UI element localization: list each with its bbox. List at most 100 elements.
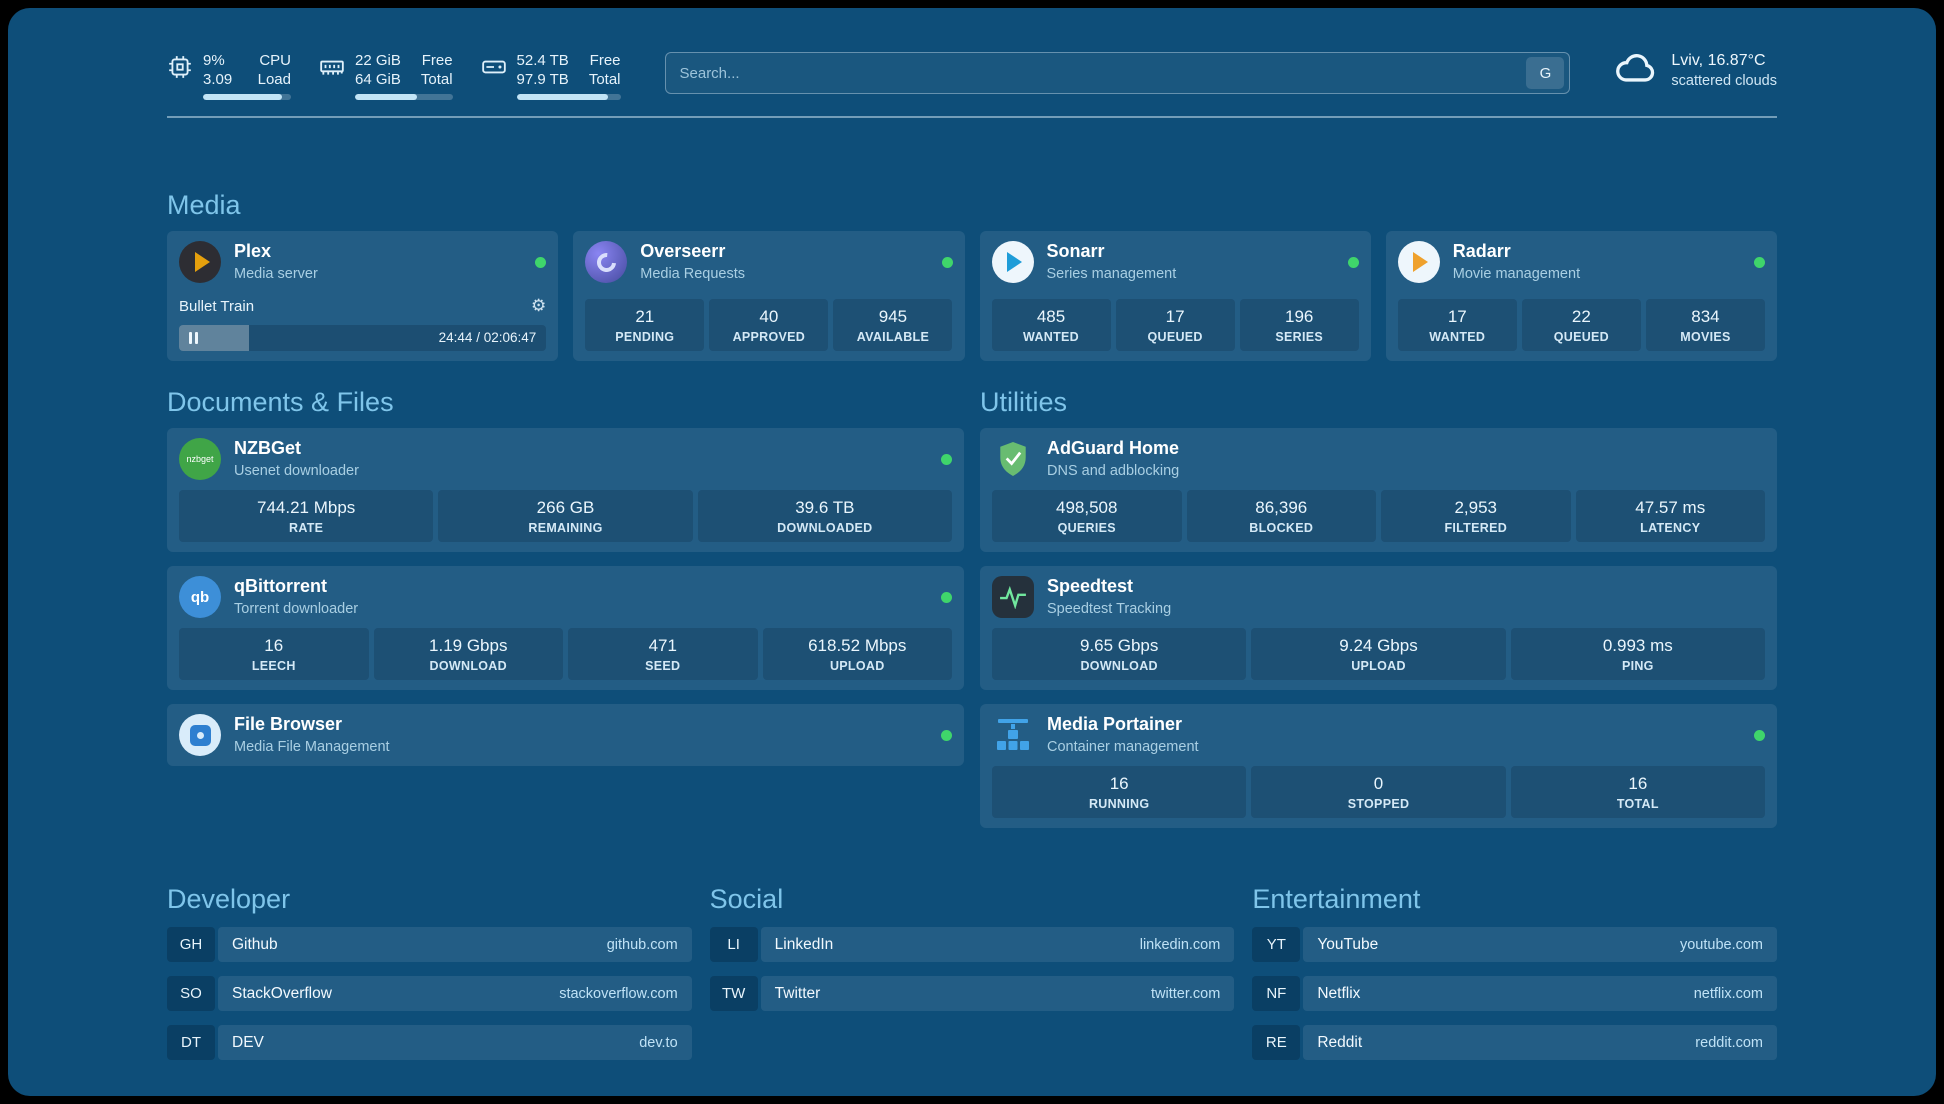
cpu-bar [203,94,291,100]
filebrowser-icon [179,714,221,756]
sonarr-icon [991,241,1034,283]
card-subtitle: Container management [1047,738,1199,755]
bookmark-url: reddit.com [1695,1034,1763,1051]
card-subtitle: Movie management [1452,265,1581,282]
card-qbittorrent[interactable]: qb qBittorrent Torrent downloader 16 LEEC… [167,566,964,690]
stat-upload: 9.24 Gbps UPLOAD [1251,628,1506,680]
card-subtitle: Media server [234,265,318,282]
bookmark-abbr: RE [1252,1025,1301,1060]
stat-ping: 0.993 ms PING [1510,628,1765,680]
bookmark-github[interactable]: GH Github github.com [167,927,692,962]
stat-queries: 498,508 QUERIES [992,490,1182,542]
bookmark-abbr: YT [1252,927,1301,962]
speedtest-icon [992,576,1034,618]
bookmark-name: Twitter [774,984,821,1002]
adguard-icon [992,438,1034,480]
stat-stopped: 0 STOPPED [1251,766,1506,818]
media-section: Media Plex Media server Bullet Train ⚙ [167,190,1777,361]
bookmark-abbr: NF [1252,976,1301,1011]
developer-section-title: Developer [167,884,291,914]
stat-rate: 744.21 Mbps RATE [179,490,434,542]
topbar-divider [167,116,1777,118]
cpu-bar-fill [203,94,283,100]
now-playing-title: Bullet Train [179,297,255,315]
bookmark-twitter[interactable]: TW Twitter twitter.com [709,976,1235,1011]
card-title: File Browser [234,714,343,734]
card-plex[interactable]: Plex Media server Bullet Train ⚙ 24:44 /… [167,231,559,361]
weather-location: Lviv, 16.87°C [1671,52,1766,69]
stat-downloaded: 39.6 TB DOWNLOADED [697,490,952,542]
bookmark-abbr: SO [167,976,215,1011]
social-bookmarks: Social LI LinkedIn linkedin.com TW Twitte… [709,884,1235,1060]
stat-download: 9.65 Gbps DOWNLOAD [992,628,1247,680]
bookmark-name: Github [232,935,278,953]
card-subtitle: Media File Management [234,738,390,755]
gear-icon[interactable]: ⚙ [531,296,547,315]
documents-section-title: Documents & Files [167,387,394,417]
card-speedtest[interactable]: Speedtest Speedtest Tracking 9.65 Gbps DO… [980,566,1777,690]
cloud-icon [1614,52,1658,89]
card-title: NZBGet [234,438,301,458]
pause-icon[interactable] [189,332,198,344]
stat-pending: 21 PENDING [585,299,705,351]
card-overseerr[interactable]: Overseerr Media Requests 21 PENDING 40 APP… [573,231,965,361]
card-radarr[interactable]: Radarr Movie management 17 WANTED 22 QUEUE… [1385,231,1777,361]
bookmark-url: dev.to [639,1034,678,1051]
stat-remaining: 266 GB REMAINING [438,490,693,542]
search-input[interactable] [679,64,1527,82]
stat-total: 16 TOTAL [1510,766,1765,818]
stat-approved: 40 APPROVED [709,299,829,351]
bookmark-youtube[interactable]: YT YouTube youtube.com [1252,927,1777,962]
ram-metric: 22 GiB Free 64 GiB Total [319,51,453,100]
bookmark-name: Netflix [1317,984,1361,1002]
card-subtitle: Series management [1046,265,1177,282]
stat-running: 16 RUNNING [992,766,1247,818]
entertainment-bookmarks: Entertainment YT YouTube youtube.com NF N… [1252,884,1777,1060]
plex-player-bar[interactable]: 24:44 / 02:06:47 [179,325,547,351]
card-sonarr[interactable]: Sonarr Series management 485 WANTED 17 QUE… [979,231,1371,361]
disk-metric: 52.4 TB Free 97.9 TB Total [481,51,621,100]
dashboard: 9% CPU 3.09 Load 22 GiB Free 64 GiB Total [8,8,1936,1096]
bookmark-name: DEV [232,1033,264,1051]
bookmark-url: netflix.com [1693,985,1763,1002]
ram-total-label: Total [420,71,453,88]
stat-filtered: 2,953 FILTERED [1381,490,1571,542]
card-adguard[interactable]: AdGuard Home DNS and adblocking 498,508 Q… [980,428,1777,552]
card-nzbget[interactable]: nzbget NZBGet Usenet downloader 744.21 M… [167,428,964,552]
bookmark-stackoverflow[interactable]: SO StackOverflow stackoverflow.com [167,976,692,1011]
overseerr-icon [585,241,628,283]
ram-free: 22 GiB [355,52,401,69]
disk-icon [481,54,507,85]
ram-free-label: Free [421,52,453,69]
system-metrics: 9% CPU 3.09 Load 22 GiB Free 64 GiB Total [167,51,621,100]
bookmark-name: Reddit [1317,1033,1363,1051]
entertainment-section-title: Entertainment [1252,884,1421,914]
card-portainer[interactable]: Media Portainer Container management 16 R… [980,704,1777,828]
cpu-label: CPU [259,52,291,69]
social-section-title: Social [709,884,784,914]
stat-leech: 16 LEECH [179,628,369,680]
search-bar[interactable]: G [664,52,1571,94]
disk-total: 97.9 TB [516,71,569,88]
bookmark-reddit[interactable]: RE Reddit reddit.com [1252,1025,1777,1060]
bookmark-dev[interactable]: DT DEV dev.to [167,1025,692,1060]
status-dot [941,256,953,268]
card-filebrowser[interactable]: File Browser Media File Management [167,704,964,766]
qbittorrent-icon: qb [179,576,221,618]
disk-bar-fill [516,94,609,100]
status-dot [535,256,547,268]
search-provider-button[interactable]: G [1526,57,1565,89]
media-section-title: Media [167,190,241,220]
weather-widget: Lviv, 16.87°C scattered clouds [1614,52,1777,89]
bookmark-abbr: GH [167,927,215,962]
stat-series: 196 SERIES [1239,299,1359,351]
utilities-section-title: Utilities [980,387,1068,417]
status-dot [1754,256,1765,268]
bookmark-linkedin[interactable]: LI LinkedIn linkedin.com [709,927,1235,962]
bookmark-netflix[interactable]: NF Netflix netflix.com [1252,976,1777,1011]
card-subtitle: DNS and adblocking [1047,462,1180,479]
cpu-load-label: Load [257,71,291,88]
disk-free: 52.4 TB [516,52,569,69]
stat-latency: 47.57 ms LATENCY [1575,490,1765,542]
status-dot [941,453,952,465]
